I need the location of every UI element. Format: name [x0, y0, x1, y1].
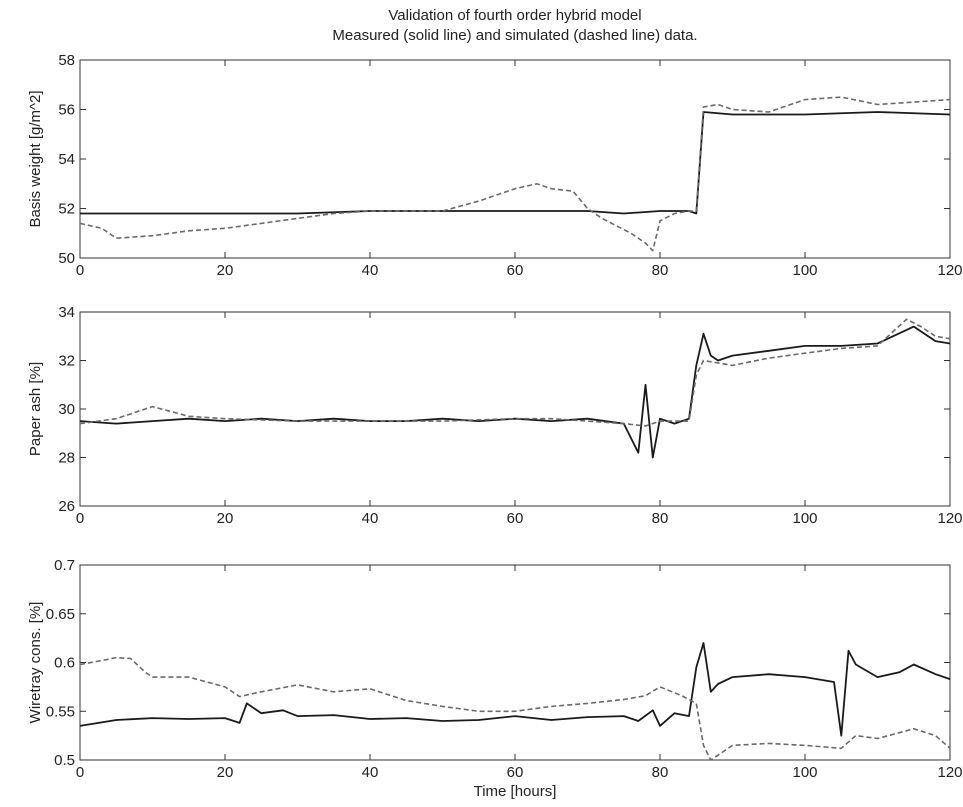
y-tick-label: 0.55: [46, 703, 75, 720]
y-tick-label: 54: [58, 151, 75, 168]
x-tick-label: 60: [507, 510, 524, 527]
y-axis-label: Basis weight [g/m^2]: [27, 90, 44, 227]
x-tick-label: 0: [76, 262, 84, 279]
x-tick-label: 80: [652, 764, 669, 781]
x-tick-label: 60: [507, 764, 524, 781]
y-axis-label: Wiretray cons. [%]: [27, 602, 44, 724]
y-tick-label: 0.6: [54, 655, 75, 672]
y-tick-label: 0.7: [54, 557, 75, 574]
x-tick-label: 20: [217, 510, 234, 527]
chart-panel-2: 0 20 40 60 80 100 120 26 28 30 32 34 Paper ash [%]: [27, 304, 963, 527]
chart-title: Validation of fourth order hybrid model …: [0, 6, 963, 46]
measured-series-line: [79, 642, 951, 737]
title-line-1: Validation of fourth order hybrid model: [388, 7, 642, 24]
title-line-2: Measured (solid line) and simulated (das…: [332, 27, 698, 44]
y-tick-label: 32: [58, 353, 75, 370]
y-tick-label: 56: [58, 102, 75, 119]
plot-frame: [79, 564, 951, 761]
plot-frame: [79, 311, 951, 507]
y-axis-label: Paper ash [%]: [27, 362, 44, 456]
plot-frame: [79, 59, 951, 259]
x-tick-label: 120: [937, 262, 962, 279]
y-tick-label: 26: [58, 498, 75, 515]
x-tick-label: 20: [217, 262, 234, 279]
y-tick-label: 52: [58, 201, 75, 218]
simulated-series-line: [79, 96, 951, 252]
y-tick-label: 30: [58, 401, 75, 418]
simulated-series-line: [79, 656, 951, 761]
chart-panel-3: 0 20 40 60 80 100 120 0.5 0.55 0.6 0.65 0.7 Wiretray…: [27, 557, 963, 800]
x-tick-label: 100: [792, 764, 817, 781]
x-axis-label: Time [hours]: [474, 783, 557, 800]
y-tick-label: 28: [58, 450, 75, 467]
x-tick-label: 100: [792, 510, 817, 527]
x-tick-label: 0: [76, 764, 84, 781]
x-tick-label: 20: [217, 764, 234, 781]
x-tick-label: 120: [937, 764, 962, 781]
x-tick-label: 0: [76, 510, 84, 527]
y-tick-label: 50: [58, 250, 75, 267]
x-tick-label: 120: [937, 510, 962, 527]
x-tick-label: 100: [792, 262, 817, 279]
x-tick-label: 40: [362, 764, 379, 781]
y-tick-label: 0.5: [54, 752, 75, 769]
y-tick-label: 58: [58, 52, 75, 69]
x-tick-label: 80: [652, 510, 669, 527]
measured-series-line: [79, 325, 951, 459]
measured-series-line: [80, 111, 951, 215]
x-tick-label: 80: [652, 262, 669, 279]
x-tick-label: 40: [362, 510, 379, 527]
y-tick-label: 0.65: [46, 606, 75, 623]
x-tick-label: 40: [362, 262, 379, 279]
simulated-series-line: [79, 318, 951, 427]
x-tick-label: 60: [507, 262, 524, 279]
chart-panel-1: 0 20 40 60 80 100 120 50 52 54 56 58 Basis weight [g…: [27, 52, 963, 279]
y-tick-label: 34: [58, 304, 75, 321]
